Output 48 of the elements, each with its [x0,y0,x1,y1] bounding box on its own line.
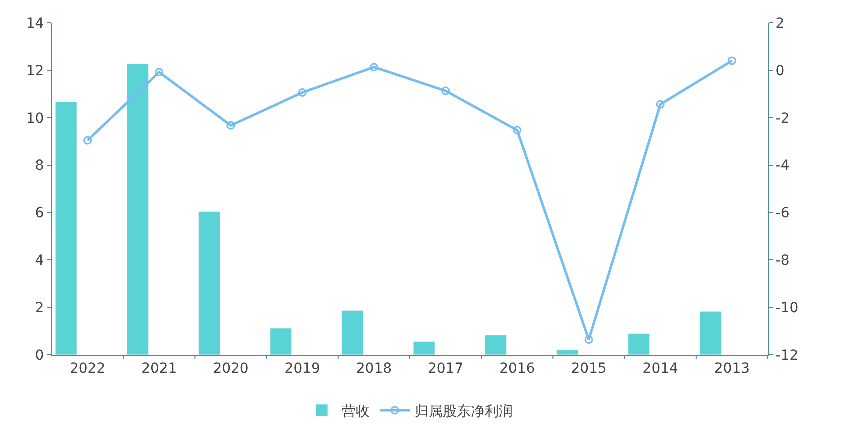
x-tick-label: 2017 [428,360,464,377]
y-tick-label: 14 [26,16,44,32]
y2-tick-label: 2 [776,16,785,32]
bar [484,335,507,355]
x-tick-label: 2018 [356,360,392,377]
point [656,100,665,109]
y2-tick-label: -8 [776,253,790,270]
y2-tick-label: -12 [776,348,799,364]
point [226,121,236,130]
y-tick-label: 4 [35,253,44,270]
x-tick-label: 2020 [213,360,249,377]
bar [126,64,149,355]
y2-tick-label: -2 [776,110,790,127]
point [155,68,164,77]
x-tick-label: 2016 [500,360,536,377]
x-tick-label: 2019 [284,360,320,377]
legend-label: 营收 [342,404,370,420]
bar [413,341,436,355]
y-tick-label: 10 [26,110,44,127]
bar [198,212,221,355]
point [513,126,522,135]
x-tick-label: 2015 [571,360,607,377]
point [728,56,736,66]
bar [700,311,722,355]
bar [556,350,579,355]
point [370,63,378,72]
y-tick-label: 0 [35,348,44,364]
y-tick-label: 8 [35,158,44,174]
y2-tick-label: -4 [776,158,790,174]
y-tick-label: 6 [35,206,44,222]
y2-tick-label: -6 [776,206,790,222]
legend-label: 归属股东净利润 [415,404,513,420]
point [584,336,594,344]
x-tick-label: 2021 [142,360,178,377]
bar [342,310,364,355]
bar [270,328,292,355]
x-tick-label: 2022 [70,360,106,377]
y-tick-label: 2 [35,300,44,316]
bar [55,102,78,355]
point [84,136,92,145]
bar [628,334,650,355]
y-tick-label: 12 [26,63,44,80]
point [442,86,450,96]
y2-tick-label: 0 [776,63,785,80]
point [298,88,307,97]
x-tick-label: 2014 [642,360,678,377]
x-tick-label: 2013 [714,360,750,377]
y2-tick-label: -10 [776,300,799,316]
